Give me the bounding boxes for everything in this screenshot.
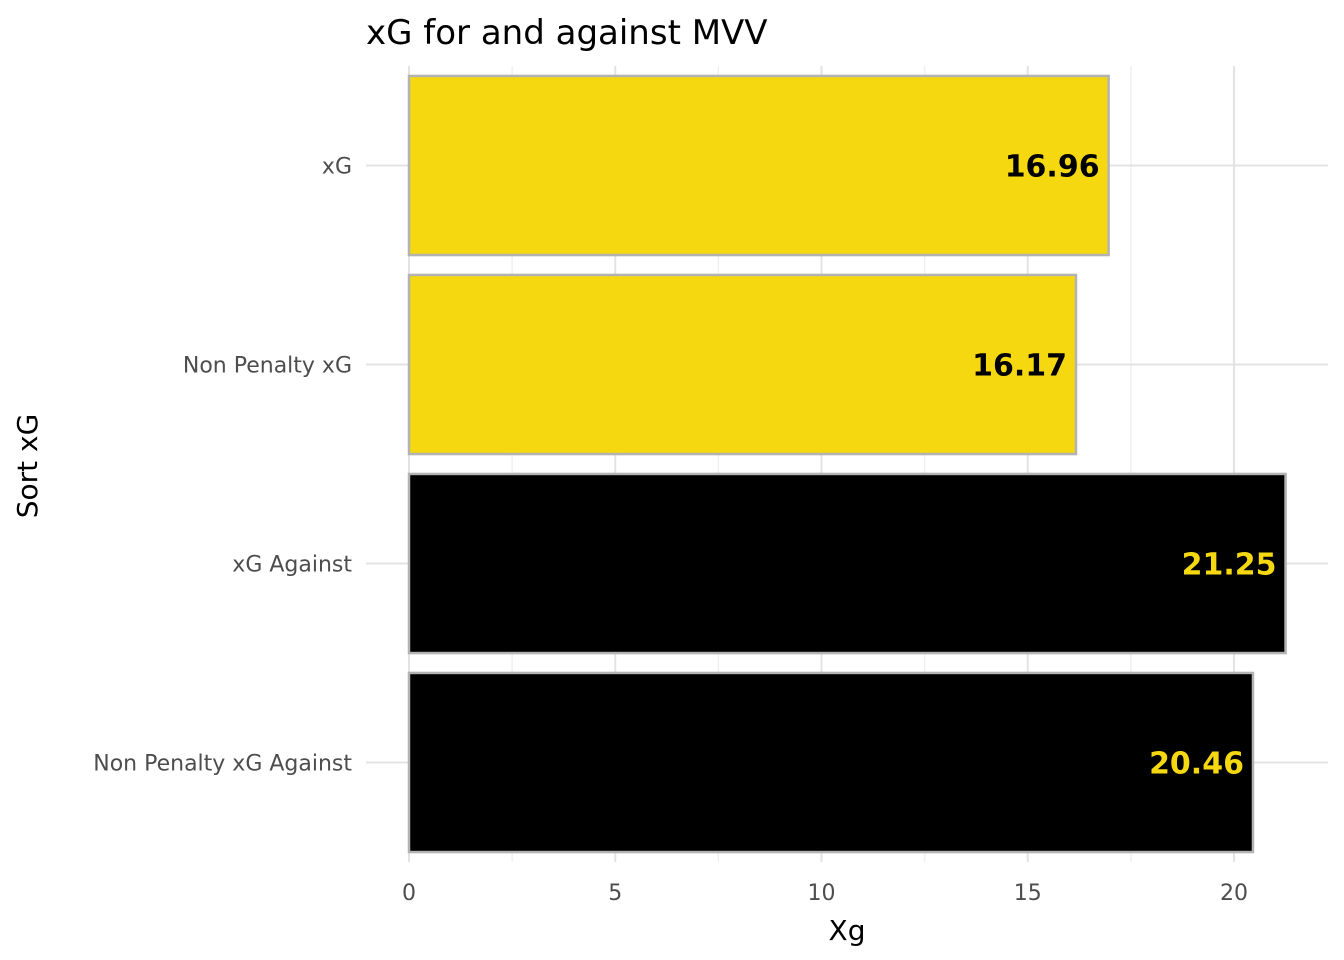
bar-value-label: 16.96 xyxy=(1005,150,1100,185)
y-tick-label: Non Penalty xG xyxy=(183,354,352,379)
bar xyxy=(407,472,1287,655)
bar-value-labels: 16.96 16.17 21.25 20.46 xyxy=(972,150,1276,782)
x-tick-label: 0 xyxy=(402,881,416,906)
bars xyxy=(407,74,1287,854)
y-axis-tick-labels: xG Non Penalty xG xG Against Non Penalty xG… xyxy=(93,155,352,777)
x-tick-label: 10 xyxy=(808,881,836,906)
bar-value-label: 20.46 xyxy=(1149,747,1244,782)
bar xyxy=(407,273,1078,456)
y-tick-label: Non Penalty xG Against xyxy=(93,752,352,777)
y-axis-title: Sort xG xyxy=(11,414,44,519)
x-tick-label: 20 xyxy=(1220,881,1248,906)
x-axis-tick-labels: 0 5 10 15 20 xyxy=(402,881,1248,906)
bar xyxy=(407,74,1110,257)
x-tick-label: 15 xyxy=(1014,881,1042,906)
x-axis-title: Xg xyxy=(829,914,866,947)
bar-value-label: 21.25 xyxy=(1182,548,1277,583)
bar xyxy=(407,671,1255,854)
y-tick-label: xG xyxy=(322,155,352,180)
chart-title: xG for and against MVV xyxy=(366,13,768,53)
y-tick-label: xG Against xyxy=(232,553,352,578)
bar-value-label: 16.17 xyxy=(972,349,1067,384)
x-tick-label: 5 xyxy=(608,881,622,906)
